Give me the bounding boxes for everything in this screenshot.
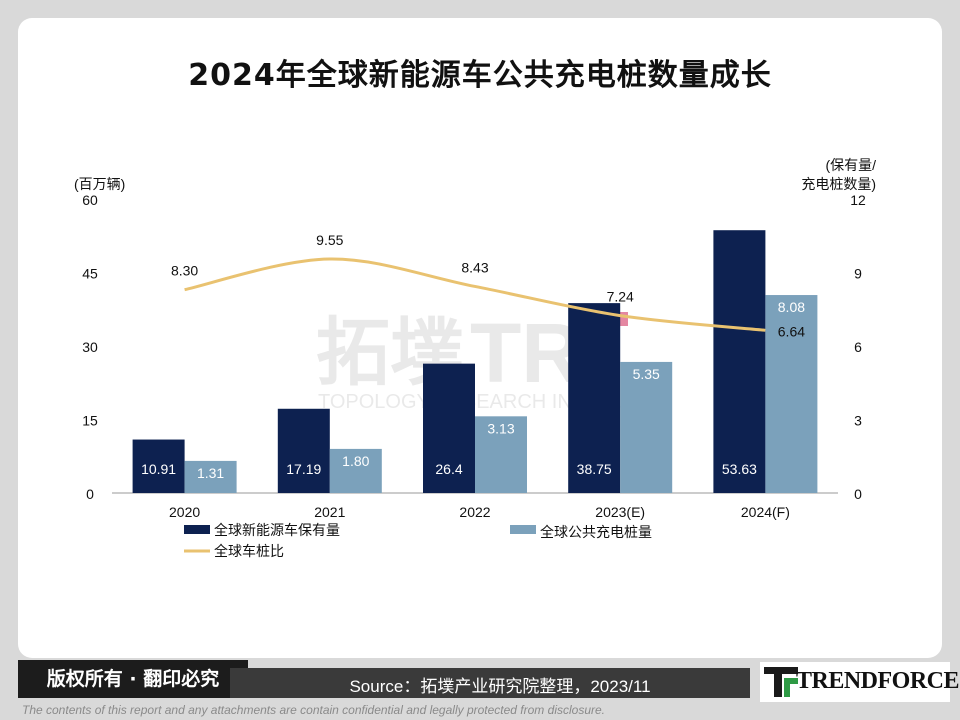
logo-wordmark: TRENDFORCE [796,668,960,694]
bar-ev-stock [713,230,766,493]
ratio-line [184,257,766,332]
trendforce-logo [760,662,950,702]
data-labels: 10.91 1.31 17.19 1.80 26.4 3.13 38.75 5.35 53.63… [141,232,805,481]
left-tick-label: 0 [86,486,94,502]
bar-ev-stock-label: 26.4 [435,461,462,477]
legend-label-charging-piles: 全球公共充电桩量 [540,524,652,540]
logo-mark-icon [764,667,798,697]
category-label: 2023(E) [595,504,645,520]
ratio-label: 6.64 [778,323,805,339]
bar-charging-piles [475,416,527,493]
right-axis-title-line2: 充电桩数量) [801,176,876,192]
chart-title: 2024年全球新能源车公共充电桩数量成长 [188,58,772,93]
bar-charging-piles [765,295,818,493]
category-labels: 2020 2021 2022 2023(E) 2024(F) [169,504,790,520]
bar-charging-piles [620,361,673,493]
right-tick-label: 12 [850,192,866,208]
category-label: 2020 [169,504,200,520]
ratio-label: 9.55 [316,232,343,248]
ratio-line-path [184,257,766,332]
legend-label-ev-stock: 全球新能源车保有量 [214,522,340,538]
bar-ev-stock [277,408,330,493]
bar-ev-stock [132,439,185,493]
bars [132,230,818,493]
legend-swatch-charging-piles [510,525,536,534]
ratio-label: 7.24 [607,289,634,305]
bar-ev-stock-label: 53.63 [722,461,757,477]
right-tick-label: 3 [854,413,862,429]
bar-ev-stock [423,363,475,493]
bar-charging-piles [329,448,382,493]
legend-swatch-ev-stock [184,525,210,534]
bar-charging-piles-label: 5.35 [633,366,660,382]
right-axis-title-line1: (保有量/ [825,157,876,173]
disclaimer: The contents of this report and any atta… [22,703,605,717]
ratio-label: 8.30 [171,263,198,279]
bar-charging-piles-label: 1.31 [197,465,224,481]
bar-charging-piles-label: 3.13 [487,420,514,436]
copyright-badge: 版权所有 · 翻印必究 [18,660,248,698]
ratio-label: 8.43 [461,259,488,275]
bar-ev-stock-label: 38.75 [577,461,612,477]
bar-charging-piles-label: 8.08 [778,299,805,315]
bar-charging-piles-label: 1.80 [342,453,369,469]
right-tick-label: 9 [854,266,862,282]
left-axis-ticks: 0 15 30 45 60 [82,192,98,502]
bar-ev-stock [568,303,621,493]
source-band [230,668,750,698]
right-axis-ticks: 0 3 6 9 12 [850,192,866,502]
category-label: 2024(F) [741,504,790,520]
bar-charging-piles [184,460,237,493]
left-tick-label: 60 [82,192,98,208]
source-note: Source：拓墣产业研究院整理，2023/11 [349,677,651,696]
category-label: 2022 [459,504,490,520]
legend-label-ratio: 全球车桩比 [214,543,284,559]
left-tick-label: 30 [82,339,98,355]
left-tick-label: 45 [82,266,98,282]
left-tick-label: 15 [82,413,98,429]
left-axis-title: (百万辆) [74,176,125,192]
right-tick-label: 6 [854,339,862,355]
bar-ev-stock-label: 10.91 [141,461,176,477]
right-tick-label: 0 [854,486,862,502]
category-label: 2021 [314,504,345,520]
chart-area: 拓墣 TRI TOPOLOGY RESEARCH INSTITUTE (百万辆)… [74,157,876,559]
bar-ev-stock-label: 17.19 [286,461,321,477]
